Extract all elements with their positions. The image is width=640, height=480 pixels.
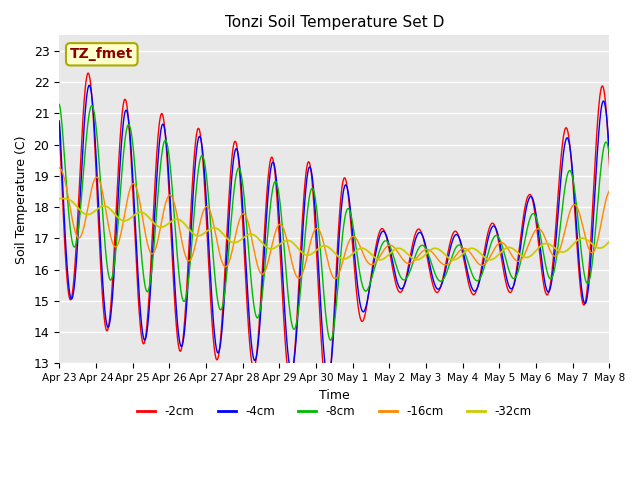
-4cm <box>321 357 328 362</box>
-4cm <box>460 252 468 258</box>
-32cm <box>321 243 329 249</box>
-2cm <box>460 258 468 264</box>
-8cm <box>67 225 74 230</box>
-16cm <box>332 276 339 282</box>
-32cm <box>605 239 613 245</box>
-32cm <box>55 196 63 202</box>
-4cm <box>605 139 612 144</box>
Line: -4cm: -4cm <box>59 83 640 378</box>
Title: Tonzi Soil Temperature Set D: Tonzi Soil Temperature Set D <box>225 15 444 30</box>
-2cm <box>55 122 63 128</box>
-16cm <box>460 245 468 251</box>
-2cm <box>635 66 640 72</box>
Text: TZ_fmet: TZ_fmet <box>70 48 133 61</box>
-8cm <box>356 270 364 276</box>
Line: -32cm: -32cm <box>59 198 640 260</box>
-2cm <box>605 145 612 151</box>
-8cm <box>55 102 63 108</box>
-32cm <box>67 197 74 203</box>
-16cm <box>321 244 328 250</box>
-4cm <box>356 299 364 305</box>
-4cm <box>55 118 63 124</box>
-16cm <box>67 205 74 211</box>
-32cm <box>161 223 168 229</box>
X-axis label: Time: Time <box>319 389 349 402</box>
-2cm <box>323 388 331 394</box>
Line: -8cm: -8cm <box>59 105 640 340</box>
Legend: -2cm, -4cm, -8cm, -16cm, -32cm: -2cm, -4cm, -8cm, -16cm, -32cm <box>132 401 536 423</box>
-8cm <box>160 139 168 145</box>
-16cm <box>55 165 63 171</box>
Y-axis label: Soil Temperature (C): Soil Temperature (C) <box>15 135 28 264</box>
-4cm <box>67 293 74 299</box>
-2cm <box>321 379 328 384</box>
Line: -2cm: -2cm <box>59 69 640 391</box>
-2cm <box>356 313 364 319</box>
-4cm <box>636 80 640 86</box>
-16cm <box>605 189 612 195</box>
-16cm <box>356 243 364 249</box>
-32cm <box>356 246 364 252</box>
-2cm <box>160 120 168 126</box>
-32cm <box>461 250 468 255</box>
-32cm <box>449 257 457 263</box>
-4cm <box>324 375 332 381</box>
-4cm <box>160 124 168 130</box>
-8cm <box>327 337 335 343</box>
-8cm <box>460 248 468 254</box>
-8cm <box>605 147 612 153</box>
Line: -16cm: -16cm <box>59 168 640 279</box>
-8cm <box>321 299 328 305</box>
-16cm <box>160 206 168 212</box>
-32cm <box>60 195 67 201</box>
-2cm <box>67 297 74 302</box>
